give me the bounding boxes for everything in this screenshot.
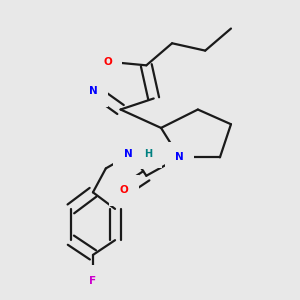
Text: F: F (89, 276, 97, 286)
Text: O: O (103, 57, 112, 67)
Text: N: N (175, 152, 184, 162)
Text: N: N (124, 149, 132, 159)
Text: H: H (144, 149, 152, 159)
Text: N: N (88, 86, 97, 96)
Text: O: O (120, 185, 129, 196)
